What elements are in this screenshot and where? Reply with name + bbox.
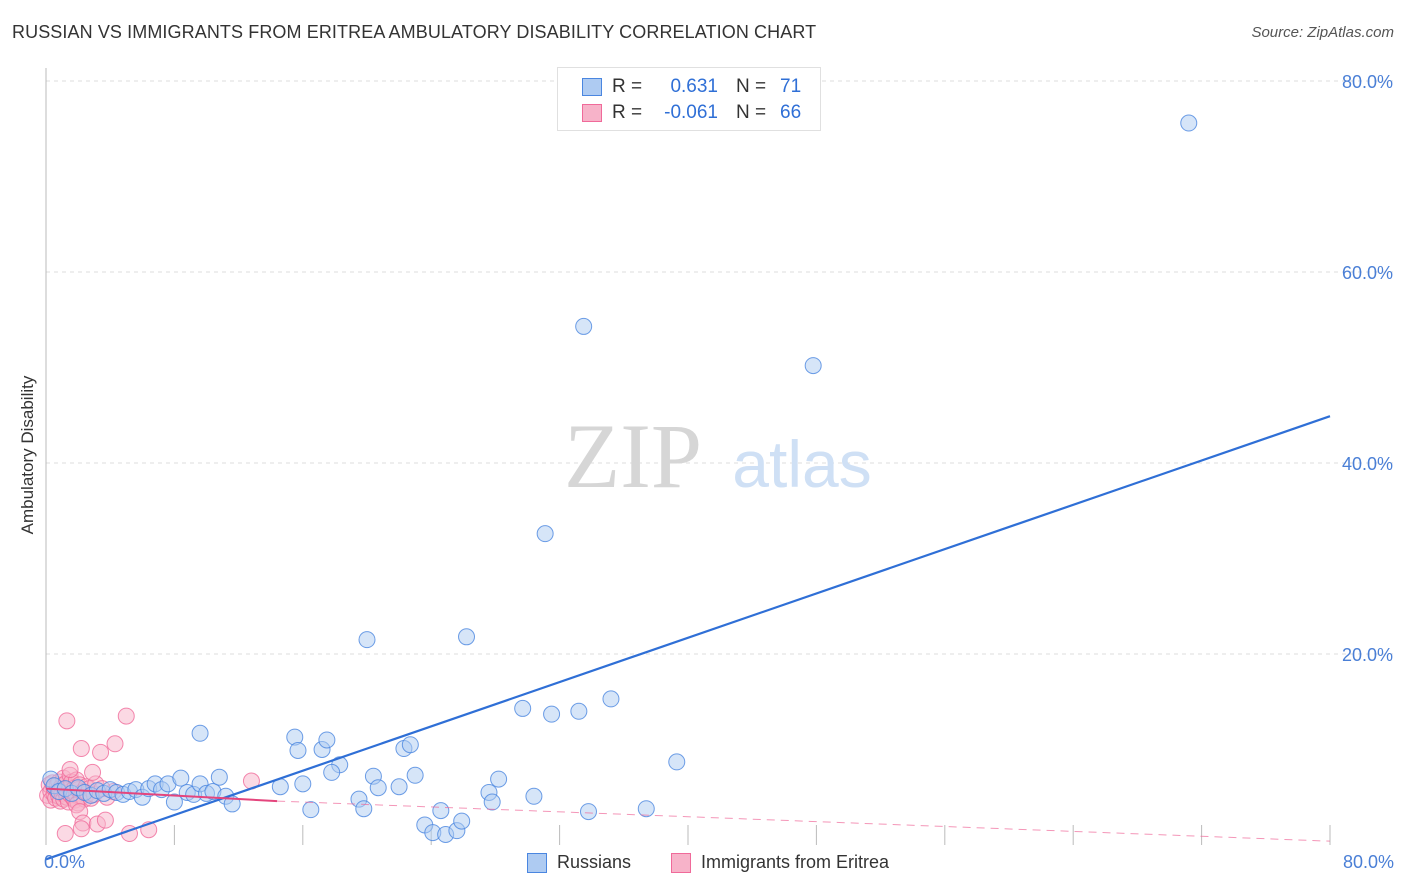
- n-value: 71: [780, 76, 802, 97]
- n-label: N =: [736, 76, 767, 97]
- r-label: R =: [612, 102, 643, 123]
- russians-point: [602, 690, 620, 708]
- russians-trend-line: [45, 415, 1331, 861]
- russians-point: [358, 631, 376, 649]
- russians-point: [458, 628, 476, 646]
- n-value: 66: [780, 102, 802, 123]
- source-label: Source: ZipAtlas.com: [1251, 24, 1394, 41]
- russians-point: [536, 525, 554, 543]
- watermark: ZIP atlas: [564, 405, 872, 507]
- russians-swatch: [582, 78, 602, 96]
- russians-point: [579, 803, 597, 821]
- russians-point: [668, 753, 686, 771]
- russians-point: [575, 317, 593, 335]
- eritrea-point: [84, 763, 102, 781]
- stats-box: R = 0.631 N = 71 R = -0.061 N = 66: [557, 67, 821, 131]
- eritrea-trend-extension: [277, 800, 1331, 842]
- russians-point: [289, 741, 307, 759]
- russians-point: [490, 770, 508, 788]
- russians-point: [210, 768, 228, 786]
- eritrea-point: [117, 707, 135, 725]
- eritrea-point: [58, 712, 76, 730]
- stats-row-russians: R = 0.631 N = 71: [582, 75, 801, 99]
- russians-point: [172, 769, 190, 787]
- russians-point: [453, 812, 471, 830]
- russians-point: [432, 802, 450, 820]
- russians-point: [165, 793, 183, 811]
- chart-title: RUSSIAN VS IMMIGRANTS FROM ERITREA AMBUL…: [12, 22, 817, 42]
- y-tick-labels: 20.0% 40.0% 60.0% 80.0%: [1342, 72, 1393, 665]
- trend-lines: [45, 415, 1331, 861]
- watermark-atlas: atlas: [732, 427, 871, 501]
- eritrea-point: [56, 825, 74, 843]
- russians-point: [1180, 114, 1198, 132]
- russians-point: [406, 766, 424, 784]
- russians-point: [543, 705, 561, 723]
- eritrea-point: [72, 820, 90, 838]
- russians-point: [637, 800, 655, 818]
- r-value: -0.061: [664, 102, 718, 123]
- x-tick-min: 0.0%: [44, 852, 86, 872]
- russians-point: [525, 787, 543, 805]
- legend-swatch-russians: [527, 852, 547, 873]
- eritrea-point: [92, 743, 110, 761]
- legend-item-russians[interactable]: Russians: [527, 852, 631, 873]
- legend-item-eritrea[interactable]: Immigrants from Eritrea: [671, 852, 889, 873]
- y-tick-label: 40.0%: [1342, 454, 1393, 474]
- russians-point: [191, 724, 209, 742]
- r-label: R =: [612, 76, 643, 97]
- russians-point: [390, 778, 408, 796]
- n-label: N =: [736, 102, 767, 123]
- x-tick-max: 80.0%: [1342, 852, 1394, 872]
- russians-point: [570, 702, 588, 720]
- eritrea-point: [106, 735, 124, 753]
- russians-point: [514, 699, 532, 717]
- eritrea-trend-line: [45, 787, 278, 803]
- russians-point: [369, 779, 387, 797]
- russians-point: [483, 793, 501, 811]
- russians-point: [804, 357, 822, 375]
- legend-label-russians: Russians: [557, 852, 632, 872]
- legend-label-eritrea: Immigrants from Eritrea: [701, 852, 890, 872]
- eritrea-point: [96, 811, 114, 829]
- eritrea-point: [61, 761, 79, 779]
- stats-row-eritrea: R = -0.061 N = 66: [582, 101, 801, 125]
- russians-point: [401, 736, 419, 754]
- eritrea-point: [72, 740, 90, 758]
- r-value: 0.631: [670, 76, 718, 97]
- russians-point: [318, 731, 336, 749]
- gridlines: [46, 80, 1393, 655]
- russians-point: [302, 801, 320, 819]
- russians-point: [294, 775, 312, 793]
- y-tick-label: 20.0%: [1342, 645, 1393, 665]
- y-tick-label: 80.0%: [1342, 72, 1393, 92]
- russians-point: [323, 763, 341, 781]
- russians-point: [355, 800, 373, 818]
- eritrea-swatch: [582, 104, 602, 122]
- watermark-zip: ZIP: [564, 405, 702, 507]
- y-tick-label: 60.0%: [1342, 263, 1393, 283]
- legend-swatch-eritrea: [671, 852, 691, 873]
